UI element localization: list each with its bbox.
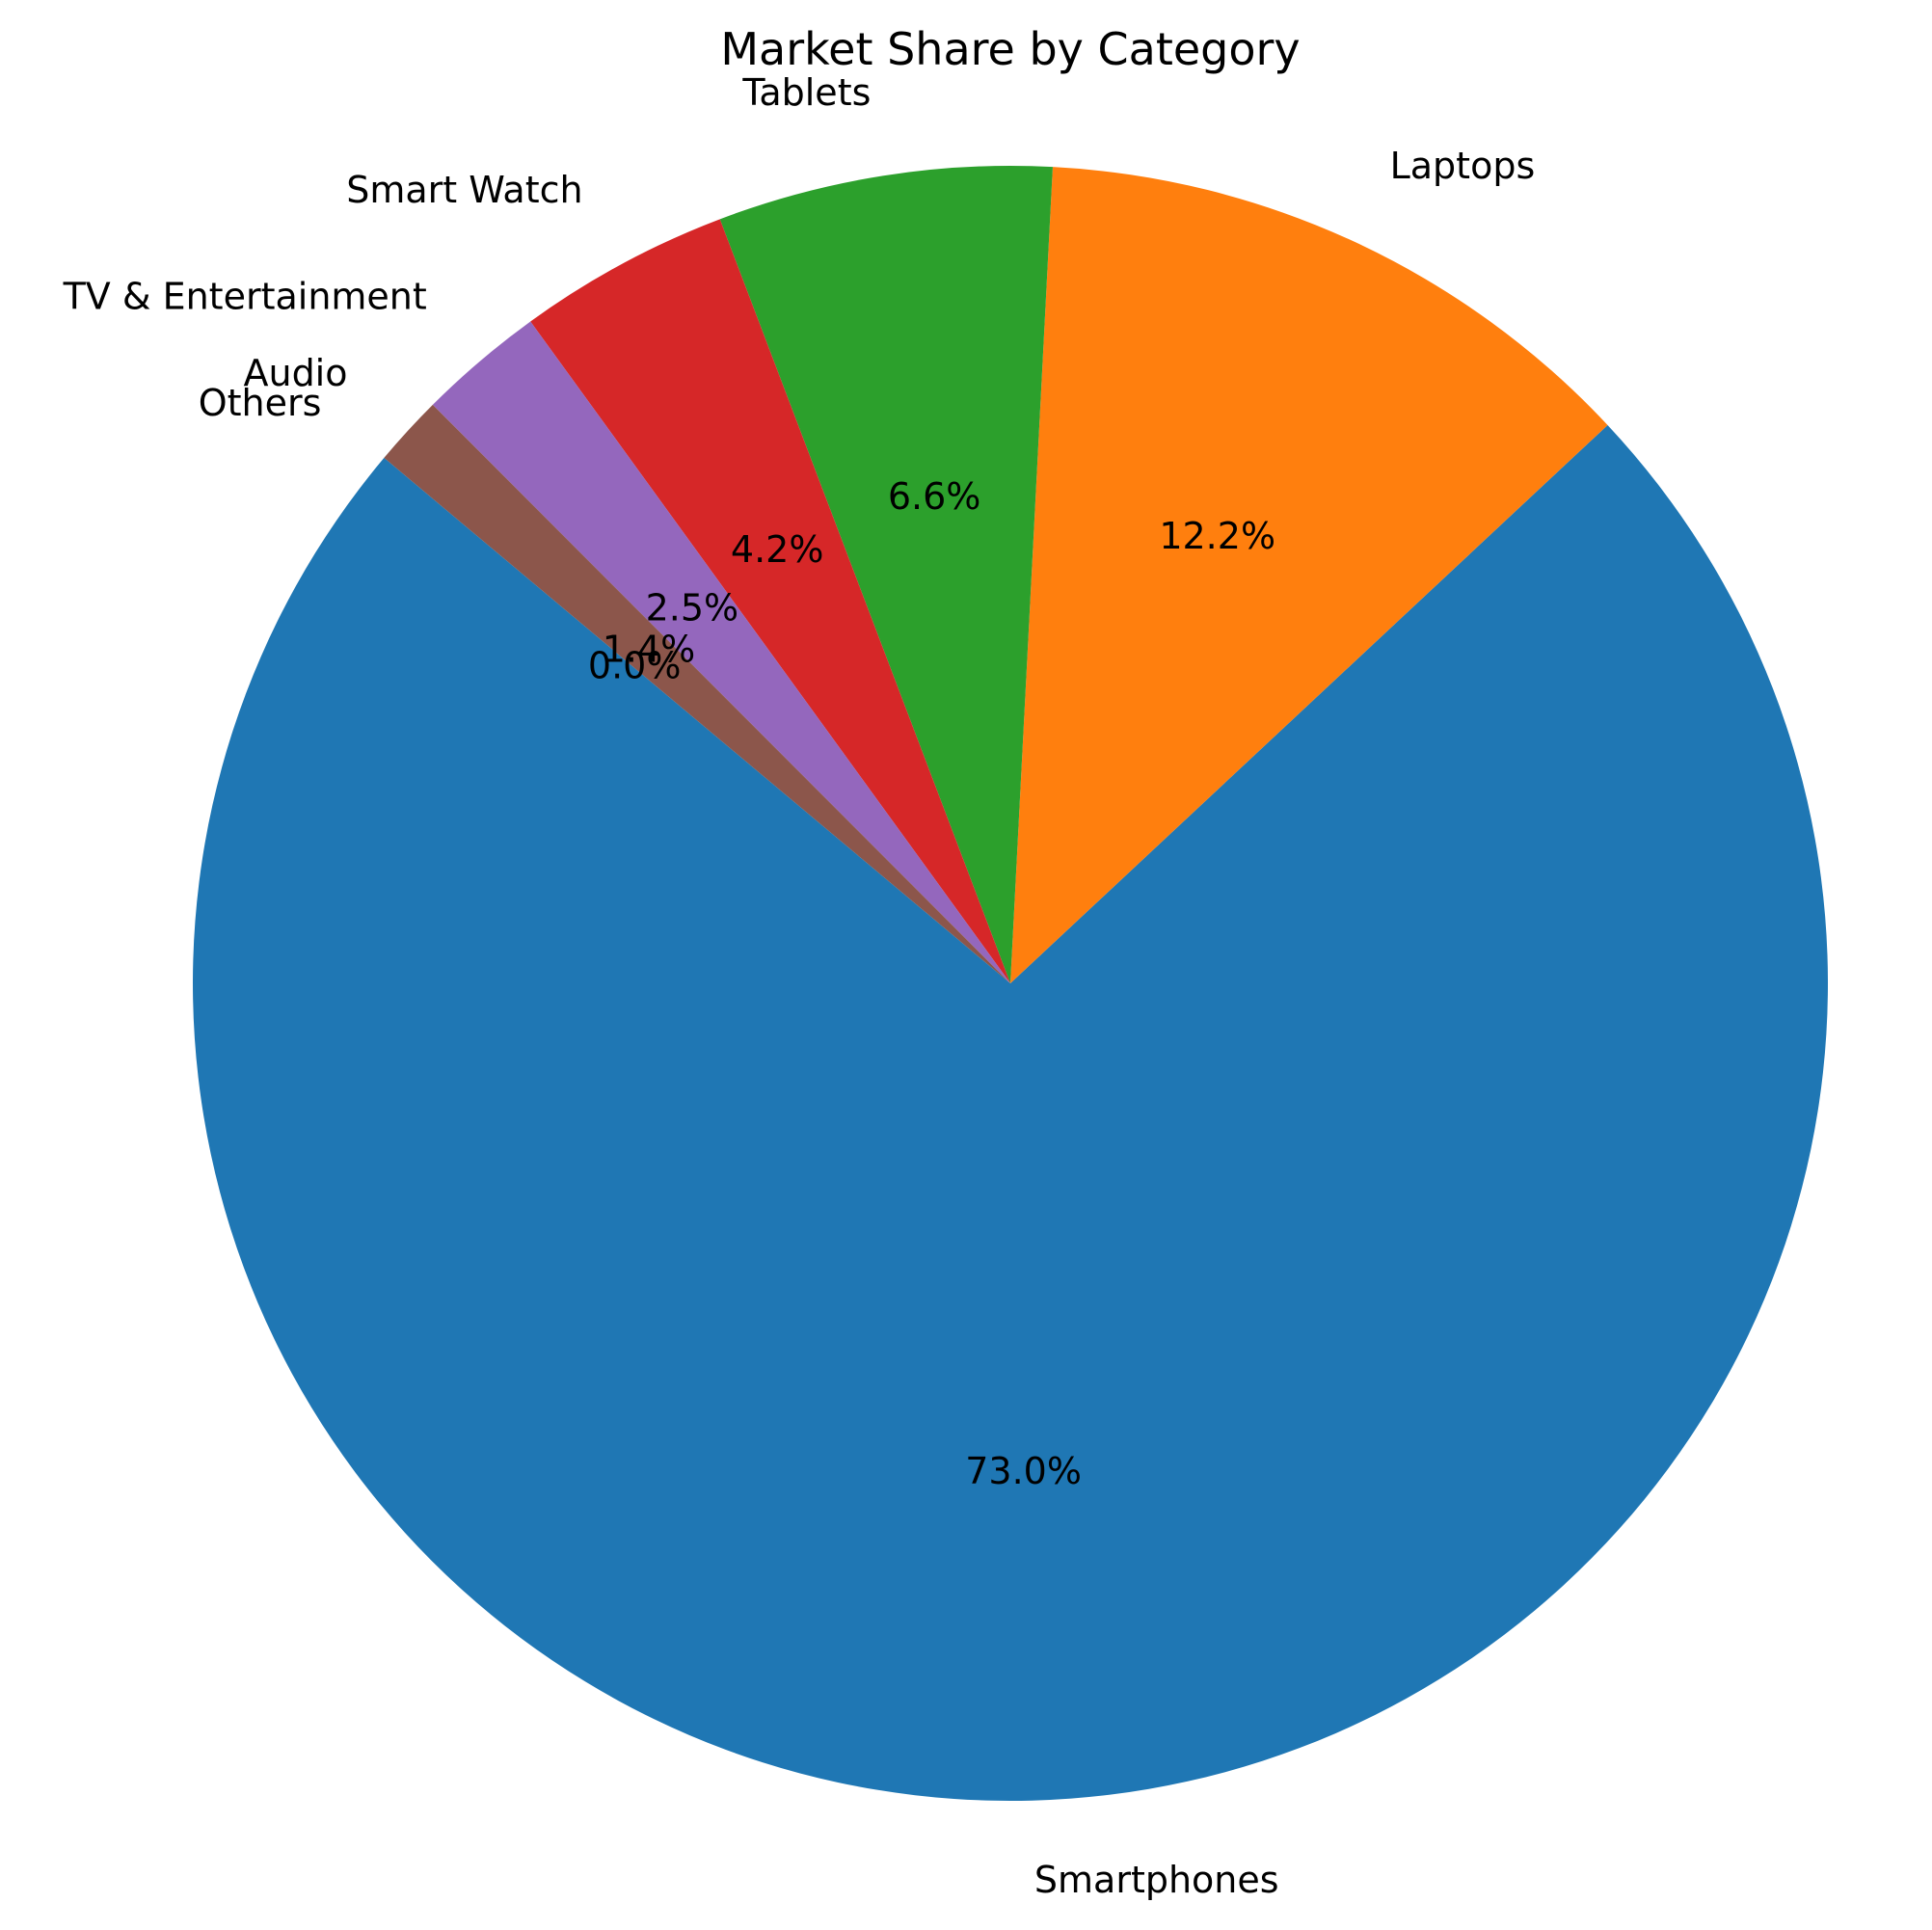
chart-title: Market Share by Category xyxy=(720,23,1300,75)
pie-slice-audio xyxy=(384,404,1010,983)
category-label-laptops: Laptops xyxy=(1390,145,1536,187)
category-label-tv-and-entertainment: TV & Entertainment xyxy=(63,276,427,318)
pie-slice-tablets xyxy=(719,165,1053,983)
category-label-others: Others xyxy=(199,382,322,424)
category-label-audio: Audio xyxy=(243,352,347,394)
percentage-labels: 73.0% 12.2% 6.6% 4.2% 2.5%1.4%0.0% xyxy=(588,475,1275,1492)
percentage-label-tablets: 6.6% xyxy=(888,475,981,518)
category-labels: Smartphones Laptops Tablets Smart Watch TV &… xyxy=(63,71,1536,1901)
category-label-tablets: Tablets xyxy=(741,71,871,114)
category-label-smart-watch: Smart Watch xyxy=(346,169,582,211)
pie-slice-tv-and-entertainment xyxy=(432,321,1011,984)
percentage-label-laptops: 12.2% xyxy=(1159,515,1275,557)
percentage-label-tv-and-entertainment: 2.5% xyxy=(646,586,739,629)
pie-slice-smart-watch xyxy=(530,219,1010,983)
pie-slices xyxy=(193,165,1829,1801)
category-label-smartphones: Smartphones xyxy=(1034,1859,1279,1901)
pie-slice-laptops xyxy=(1010,167,1608,983)
percentage-label-smart-watch: 4.2% xyxy=(731,528,824,571)
percentage-label-smartphones: 73.0% xyxy=(965,1450,1082,1492)
percentage-label-others: 0.0% xyxy=(588,644,682,686)
percentage-label-audio: 1.4% xyxy=(603,629,696,671)
pie-slice-smartphones xyxy=(193,424,1829,1801)
